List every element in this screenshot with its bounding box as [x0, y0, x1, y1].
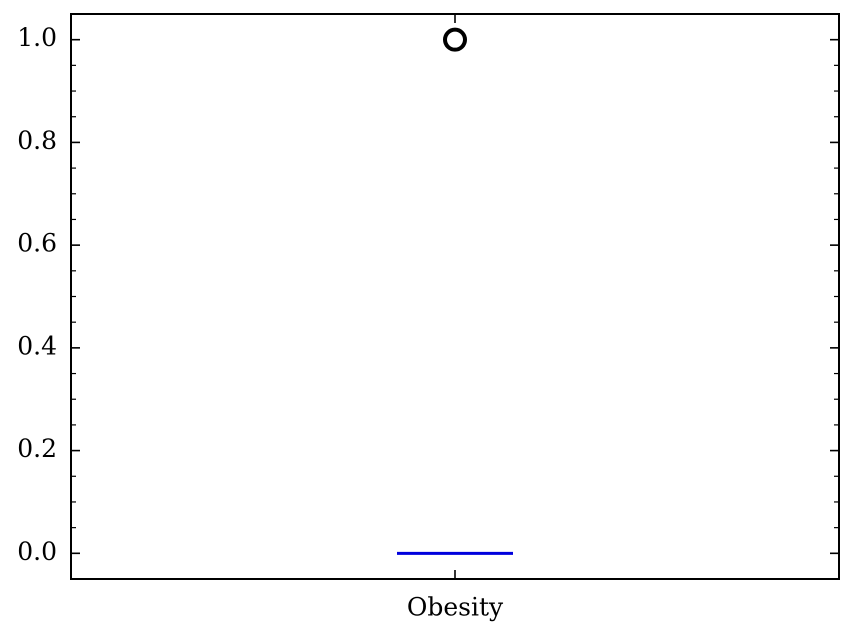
y-axis: 0.0 0.2 0.4 0.6 0.8 1.0 [17, 13, 839, 580]
y-tick-label: 1.0 [17, 23, 57, 52]
y-tick-label: 0.4 [17, 331, 57, 360]
y-tick-label: 0.6 [17, 229, 57, 258]
y-tick-label: 0.0 [17, 537, 57, 566]
box-series [397, 27, 513, 555]
x-axis: Obesity [407, 14, 504, 622]
plot-frame [70, 13, 840, 580]
y-tick-label: 0.8 [17, 126, 57, 155]
y-tick-label: 0.2 [17, 434, 57, 463]
category-label: Obesity [407, 593, 504, 622]
outlier-point [443, 27, 467, 52]
